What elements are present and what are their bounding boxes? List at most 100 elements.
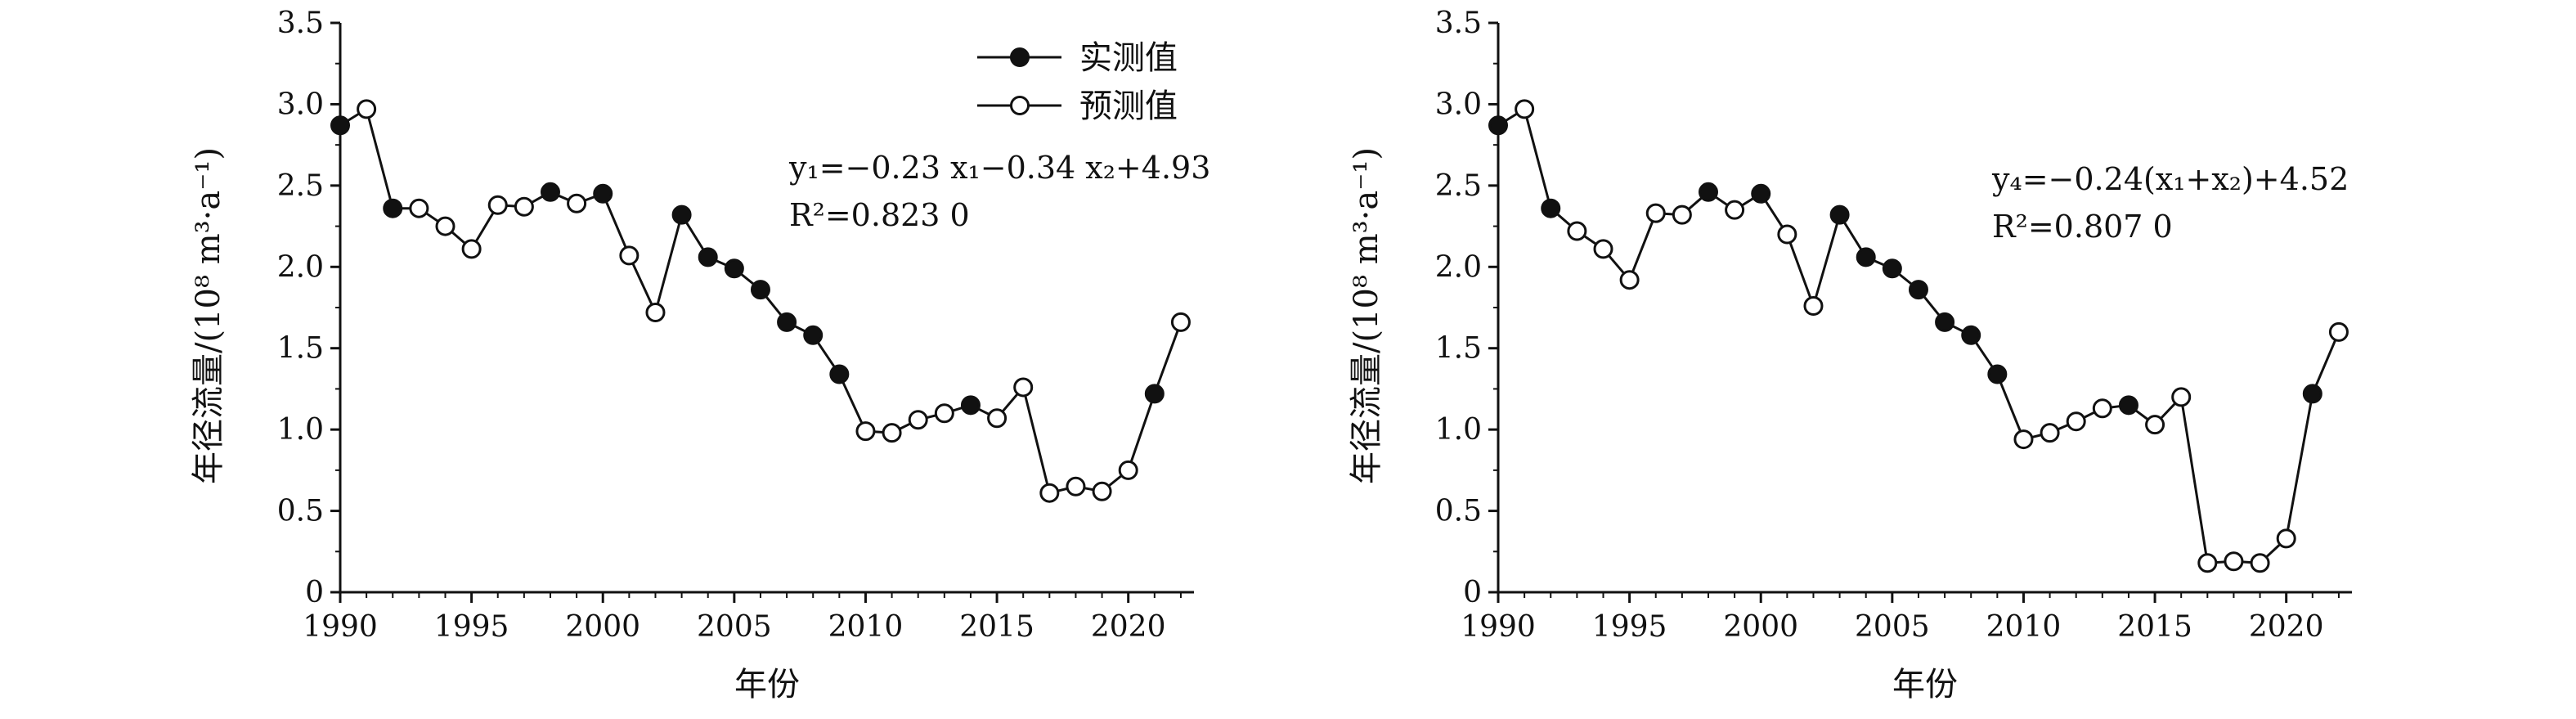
predicted-point	[855, 421, 876, 442]
measured-point	[750, 280, 770, 300]
measured-point	[803, 325, 824, 345]
measured-point	[1908, 280, 1928, 300]
predicted-point	[487, 195, 508, 215]
predicted-point	[908, 410, 928, 430]
measured-point	[671, 204, 692, 225]
x-tick-label: 2000	[565, 610, 640, 644]
measured-point	[383, 198, 403, 218]
measured-point	[1882, 258, 1902, 279]
measured-point	[540, 182, 560, 202]
r-squared-label: R²=0.823 0	[789, 197, 970, 233]
predicted-point	[461, 239, 482, 259]
y-axis-title: 年径流量/(10⁸ m³·a⁻¹)	[1348, 147, 1385, 484]
predicted-point	[1567, 221, 1587, 241]
measured-point	[960, 395, 981, 416]
x-tick-label: 2005	[1855, 610, 1930, 644]
x-tick-label: 2015	[2117, 610, 2192, 644]
x-tick-label: 1990	[303, 610, 378, 644]
predicted-point	[934, 403, 954, 424]
measured-point	[1961, 325, 1981, 345]
legend-predicted-label: 预测值	[1079, 88, 1178, 125]
predicted-point	[1645, 203, 1666, 223]
measured-point	[1829, 204, 1850, 225]
x-tick-label: 2010	[828, 610, 904, 644]
legend-predicted-marker	[1010, 96, 1030, 115]
predicted-point	[1092, 481, 1112, 501]
legend-measured-marker	[1010, 47, 1030, 67]
measured-point	[829, 364, 850, 384]
predicted-point	[514, 196, 534, 217]
x-tick-label: 1995	[434, 610, 509, 644]
predicted-point	[882, 423, 902, 443]
predicted-point	[2092, 398, 2112, 419]
legend-measured-label: 实测值	[1079, 39, 1178, 77]
measured-point	[1987, 364, 2008, 384]
predicted-point	[357, 99, 377, 119]
measured-point	[2302, 384, 2322, 404]
predicted-point	[1170, 312, 1191, 332]
regression-equation: y₁=−0.23 x₁−0.34 x₂+4.93	[788, 150, 1210, 186]
y-tick-label: 2.5	[277, 169, 324, 203]
predicted-point	[1593, 239, 1613, 259]
measured-point	[330, 115, 350, 136]
x-tick-label: 2020	[1091, 610, 1166, 644]
y-tick-label: 3.5	[277, 7, 324, 40]
regression-equation: y₄=−0.24(x₁+x₂)+4.52	[1991, 161, 2349, 197]
x-axis-title: 年份	[734, 666, 800, 703]
predicted-point	[1013, 377, 1034, 398]
measured-point	[1488, 115, 1508, 136]
measured-point	[724, 258, 744, 279]
measured-point	[1856, 247, 1876, 267]
x-tick-label: 2010	[1986, 610, 2062, 644]
predicted-point	[409, 198, 429, 218]
x-tick-label: 2020	[2249, 610, 2324, 644]
y-tick-label: 0.5	[1435, 495, 1482, 528]
y-tick-label: 2.0	[277, 250, 324, 284]
predicted-point	[1803, 296, 1824, 317]
y-tick-label: 3.0	[277, 88, 324, 121]
y-tick-label: 1.5	[277, 332, 324, 366]
predicted-point	[1515, 99, 1535, 119]
predicted-point	[1672, 204, 1692, 225]
chart-panel-right: 0 0.5 1.0 1.5 2.0 2.5 3.0 3.5 1990 1995 2000 2005 20…	[1348, 7, 2352, 703]
predicted-point	[2145, 415, 2165, 435]
predicted-point	[2171, 387, 2192, 407]
chart-panel-left: 0 0.5 1.0 1.5 2.0 2.5 3.0 3.5 1990 1995 2000 2005 20…	[190, 7, 1210, 703]
measured-point	[1698, 182, 1718, 202]
y-tick-label: 0	[305, 576, 324, 609]
predicted-point	[987, 408, 1008, 429]
y-tick-label: 1.5	[1435, 332, 1482, 366]
predicted-point	[1118, 460, 1138, 480]
y-tick-label: 1.0	[277, 413, 324, 447]
measured-point	[2118, 395, 2138, 416]
x-tick-label: 2005	[697, 610, 772, 644]
predicted-point	[2276, 528, 2296, 549]
measured-point	[1541, 198, 1561, 218]
y-tick-label: 0	[1463, 576, 1482, 609]
predicted-point	[2197, 553, 2218, 573]
predicted-point	[1619, 270, 1640, 290]
predicted-point	[2066, 411, 2086, 432]
measured-point	[1935, 312, 1955, 332]
predicted-point	[619, 245, 640, 266]
y-tick-label: 2.0	[1435, 250, 1482, 284]
measured-point	[1751, 183, 1771, 204]
predicted-point	[2224, 551, 2244, 572]
y-tick-label: 3.0	[1435, 88, 1482, 121]
predicted-point	[2328, 321, 2349, 342]
predicted-point	[645, 302, 666, 322]
y-tick-label: 2.5	[1435, 169, 1482, 203]
r-squared-label: R²=0.807 0	[1992, 209, 2173, 245]
measured-point	[593, 183, 613, 204]
predicted-point	[1725, 200, 1745, 220]
y-tick-label: 1.0	[1435, 413, 1482, 447]
x-tick-label: 1995	[1592, 610, 1667, 644]
predicted-point	[435, 216, 456, 236]
predicted-point	[567, 193, 587, 213]
x-tick-label: 1990	[1461, 610, 1536, 644]
measured-point	[777, 312, 797, 332]
measured-point	[698, 247, 718, 267]
y-tick-label: 3.5	[1435, 7, 1482, 40]
predicted-point	[2040, 423, 2060, 443]
